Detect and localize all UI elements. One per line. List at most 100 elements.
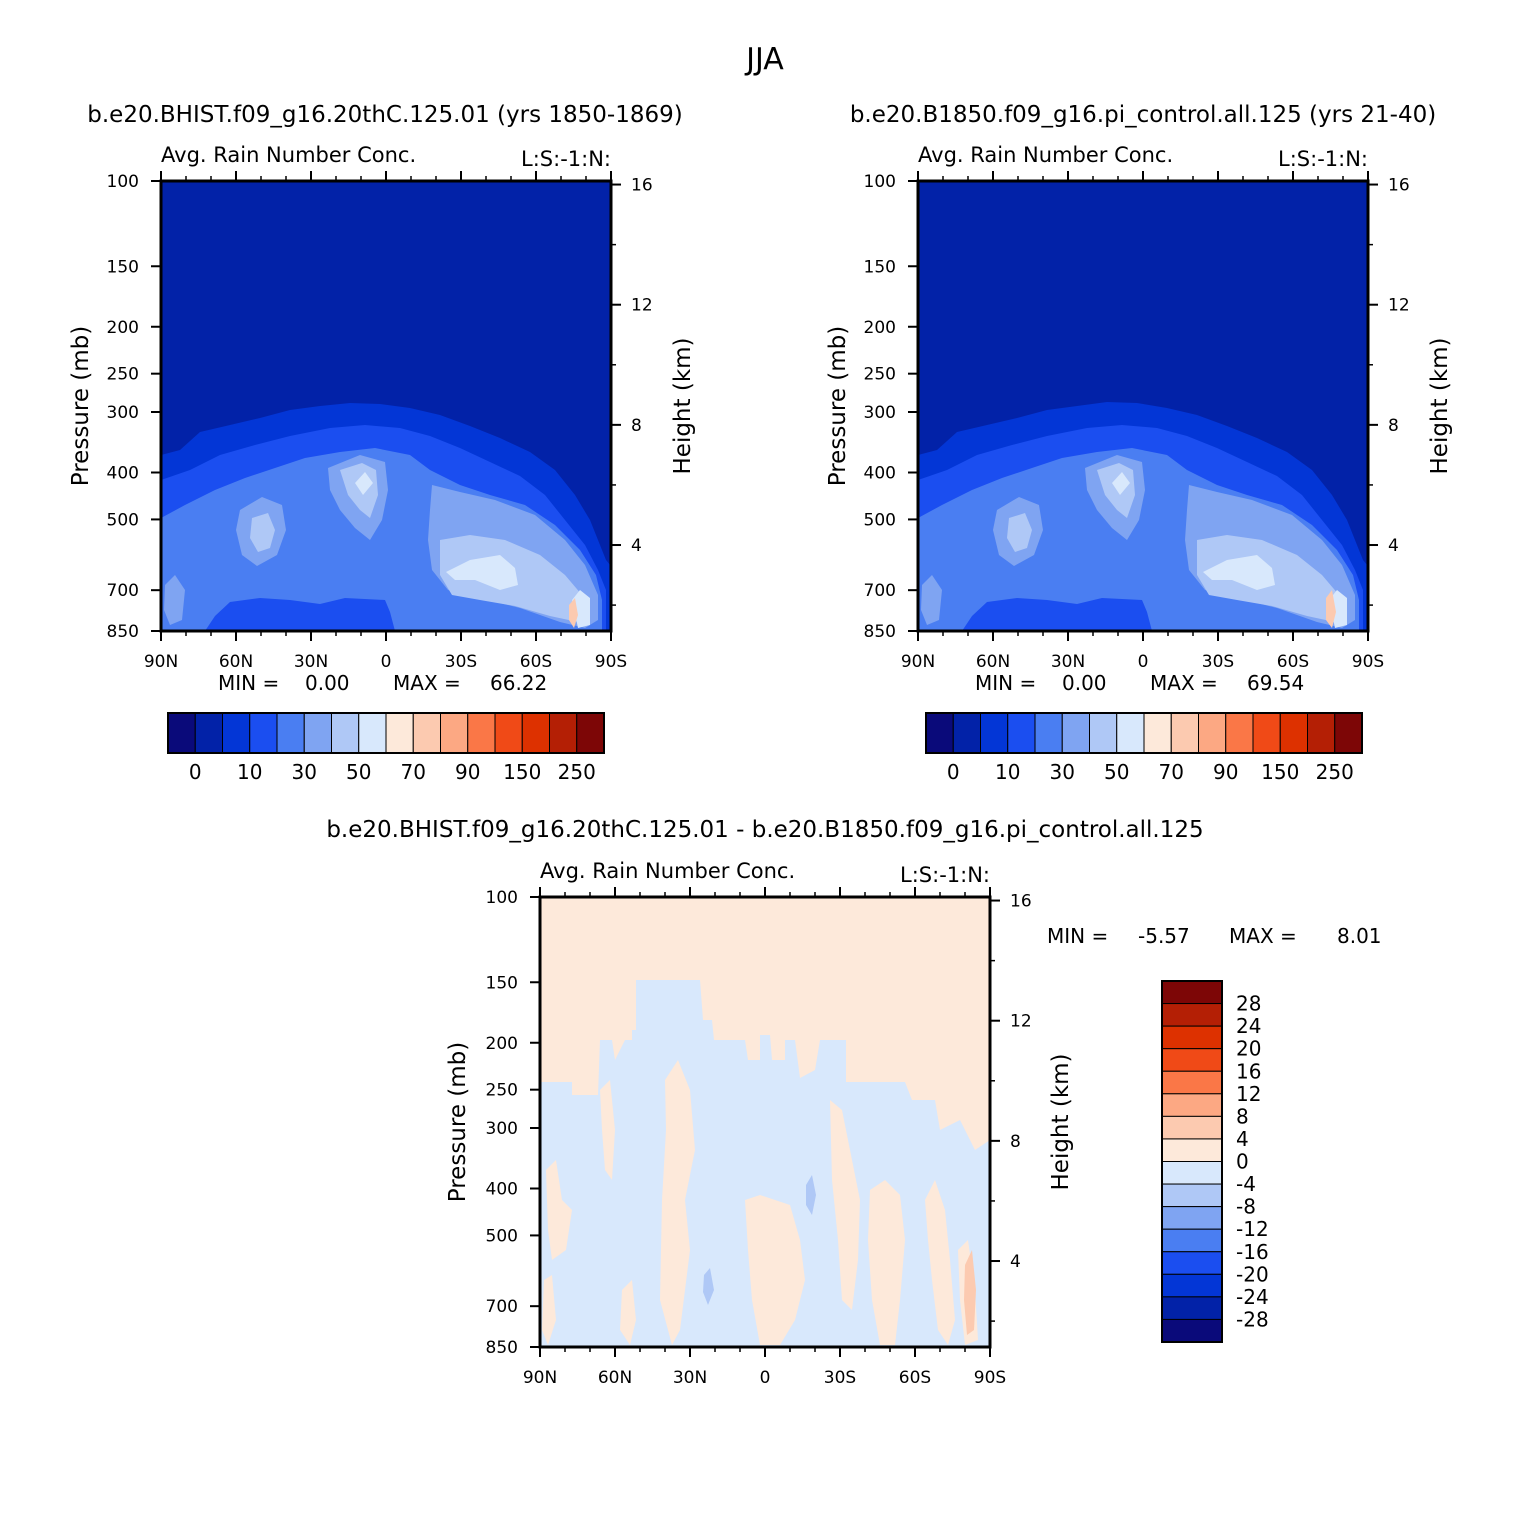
panel-case2: 90N 60N 30N 0 30S 60S 90S100150200250300400500… xyxy=(825,143,1453,784)
y-tick-label: 250 xyxy=(486,1081,518,1101)
plot-field-difference xyxy=(540,897,990,1347)
y-tick-label: 100 xyxy=(107,172,139,192)
stat-max-label: MAX = xyxy=(1229,924,1297,948)
colorbar-swatch xyxy=(1161,1318,1223,1343)
y-tick-label: 150 xyxy=(486,973,518,993)
y-tick-label: 250 xyxy=(107,365,139,385)
colorbar-label: 10 xyxy=(995,760,1020,784)
colorbar-frame xyxy=(167,712,605,754)
colorbar-swatch xyxy=(1007,712,1036,754)
colorbar-swatch xyxy=(1307,712,1336,754)
colorbar-swatch xyxy=(1143,712,1172,754)
stat-max-label: MAX = xyxy=(1150,671,1218,695)
y-tick-label: 850 xyxy=(486,1338,518,1358)
x-tick-label: 0 xyxy=(1138,652,1149,672)
colorbar-swatch xyxy=(1161,1183,1223,1208)
field-level-0-4 xyxy=(745,1195,805,1345)
stats-case1: MIN = 0.00 MAX = 66.22 xyxy=(218,671,547,695)
x-tick-label: 30N xyxy=(673,1368,707,1388)
colorbar-swatch xyxy=(1161,1138,1223,1162)
colorbar-label: 0 xyxy=(947,760,960,784)
axes-case1: 90N 60N 30N 0 30S 60S 90S 100 150 200 250 300 400 500… xyxy=(107,171,653,672)
stat-max-label: MAX = xyxy=(393,671,461,695)
stat-min-value: 0.00 xyxy=(1062,671,1107,695)
colorbar-label: 150 xyxy=(1261,760,1299,784)
y-tick-label: 400 xyxy=(486,1180,518,1200)
y-axis-label-difference: Pressure (mb) xyxy=(445,1042,471,1202)
colorbar-label: 30 xyxy=(1050,760,1075,784)
stat-max-value: 69.54 xyxy=(1247,671,1304,695)
y-tick-label: 200 xyxy=(864,318,896,338)
x-tick-label: 90N xyxy=(901,652,935,672)
colorbar-label: 30 xyxy=(292,760,317,784)
colorbar-swatch xyxy=(1161,1228,1223,1253)
colorbar-frame xyxy=(925,712,1363,754)
colorbar-label: -4 xyxy=(1236,1172,1256,1196)
colorbar-swatch xyxy=(1161,1273,1223,1298)
field-level-0-4 xyxy=(620,1280,636,1345)
x-tick-label: 90S xyxy=(595,652,627,672)
height-tick-label: 12 xyxy=(1388,296,1410,316)
field-level-6 xyxy=(340,463,378,518)
y-tick-label: 150 xyxy=(864,257,896,277)
x-tick-label: 90N xyxy=(523,1368,557,1388)
colorbar-swatch xyxy=(1161,1025,1223,1050)
colorbar-swatch xyxy=(1161,1251,1223,1275)
colorbar-swatch xyxy=(1161,980,1223,1005)
x-tick-label: 90N xyxy=(144,652,178,672)
stat-min-value: -5.57 xyxy=(1138,924,1190,948)
colorbar-swatch xyxy=(1161,1048,1223,1072)
x-tick-label: 30N xyxy=(294,652,328,672)
field-level-4-8 xyxy=(964,1250,976,1335)
colorbar-swatch xyxy=(1252,712,1281,754)
case-label-1: b.e20.BHIST.f09_g16.20thC.125.01 (yrs 18… xyxy=(87,102,682,128)
y-tick-label: 400 xyxy=(107,464,139,484)
field-level-7 xyxy=(355,472,373,495)
plot-field-case2 xyxy=(918,181,1368,631)
field-level-neg8-neg4 xyxy=(703,1268,714,1305)
colorbar-swatch xyxy=(549,712,578,754)
colorbar-label: -20 xyxy=(1236,1262,1269,1286)
field-level-neg8-neg4 xyxy=(806,1175,816,1215)
y-tick-label: 700 xyxy=(107,581,139,601)
colorbar-label: 0 xyxy=(1236,1150,1249,1174)
x-tick-label: 30S xyxy=(824,1368,856,1388)
x-tick-label: 90S xyxy=(1352,652,1384,672)
colorbar-swatch xyxy=(980,712,1009,754)
colorbar-swatch xyxy=(1198,712,1227,754)
colorbar-label: 90 xyxy=(1213,760,1238,784)
colorbar-swatch xyxy=(303,712,332,754)
y-tick-label: 500 xyxy=(486,1226,518,1246)
colorbar-label: 50 xyxy=(346,760,371,784)
axes-difference: 90N 60N 30N 0 30S 60S 90S 100 150 200 250 300 400 500… xyxy=(486,887,1032,1388)
y-tick-label: 250 xyxy=(864,365,896,385)
colorbar-swatch xyxy=(521,712,550,754)
field-level-7 xyxy=(1112,472,1130,495)
plot-title-difference: Avg. Rain Number Conc. xyxy=(540,859,795,883)
page-title: JJA xyxy=(744,42,784,77)
plot-title-case1: Avg. Rain Number Conc. xyxy=(161,143,416,167)
x-tick-label: 60S xyxy=(899,1368,931,1388)
x-tick-label: 0 xyxy=(381,652,392,672)
colorbar-case2: 0 10 30 50 70 90 150 250 xyxy=(925,712,1363,784)
colorbar-swatch xyxy=(952,712,981,754)
panel-case1: 90N 60N 30N 0 30S 60S 90S100150200250300400500… xyxy=(68,143,696,784)
colorbar-swatch xyxy=(576,712,605,754)
y-tick-label: 300 xyxy=(107,403,139,423)
field-level-7 xyxy=(1203,555,1275,590)
y-tick-label: 300 xyxy=(864,403,896,423)
height-tick-label: 8 xyxy=(1010,1132,1021,1152)
colorbar-label: 70 xyxy=(401,760,426,784)
y-axis-label-case2: Pressure (mb) xyxy=(825,326,851,486)
x-tick-label: 30S xyxy=(445,652,477,672)
field-level-6 xyxy=(1097,463,1135,518)
colorbar-swatch xyxy=(1161,1003,1223,1027)
height-tick-label: 12 xyxy=(1010,1012,1032,1032)
plot-title-case2: Avg. Rain Number Conc. xyxy=(918,143,1173,167)
stat-max-value: 66.22 xyxy=(490,671,547,695)
colorbar-swatch xyxy=(412,712,441,754)
field-level-6 xyxy=(250,513,275,552)
x-tick-label: 0 xyxy=(760,1368,771,1388)
y-axis-right-label-case1: Height (km) xyxy=(670,337,696,474)
